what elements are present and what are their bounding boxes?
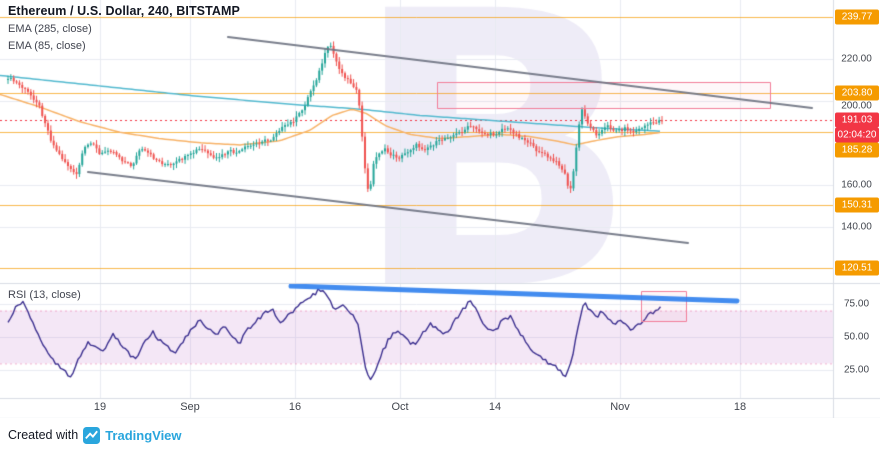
footer: Created with TradingView — [0, 418, 880, 452]
bar-countdown-label: 02:04:20 — [835, 127, 879, 143]
symbol-title[interactable]: Ethereum / U.S. Dollar, 240, BITSTAMP — [8, 4, 240, 18]
price-axis[interactable]: 239.77 220.00 203.80 200.00 191.03 02:04… — [833, 0, 880, 418]
rsi-tick-25: 25.00 — [843, 364, 870, 376]
indicator-ema285-label[interactable]: EMA (285, close) — [8, 23, 92, 35]
time-tick-19: 19 — [93, 401, 107, 413]
time-axis[interactable]: 19 Sep 16 Oct 14 Nov 18 — [0, 398, 833, 418]
time-tick-14: 14 — [488, 401, 502, 413]
time-tick-nov: Nov — [610, 401, 630, 413]
chart-legend: Ethereum / U.S. Dollar, 240, BITSTAMP EM… — [8, 4, 240, 57]
indicator-ema85-label[interactable]: EMA (85, close) — [8, 40, 86, 52]
alert-level-label-150: 150.31 — [835, 197, 879, 213]
price-tick-200: 200.00 — [841, 100, 872, 112]
time-tick-18: 18 — [733, 401, 747, 413]
alert-level-label-120: 120.51 — [835, 260, 879, 276]
rsi-tick-50: 50.00 — [843, 331, 870, 343]
last-price-label: 191.03 — [835, 112, 879, 128]
tradingview-logo-icon[interactable] — [83, 426, 101, 444]
price-tick-140: 140.00 — [841, 221, 872, 233]
rsi-tick-75: 75.00 — [843, 298, 870, 310]
alert-level-label-203: 203.80 — [835, 85, 879, 101]
time-tick-oct: Oct — [391, 401, 409, 413]
price-tick-220: 220.00 — [841, 53, 872, 65]
price-tick-160: 160.00 — [841, 179, 872, 191]
indicator-rsi-label[interactable]: RSI (13, close) — [8, 289, 81, 301]
time-tick-16: 16 — [288, 401, 302, 413]
time-tick-sep: Sep — [180, 401, 200, 413]
alert-level-label-239: 239.77 — [835, 9, 879, 25]
alert-level-label-185: 185.28 — [835, 142, 879, 158]
tradingview-link[interactable]: TradingView — [105, 427, 182, 443]
created-with-text: Created with — [8, 428, 79, 442]
